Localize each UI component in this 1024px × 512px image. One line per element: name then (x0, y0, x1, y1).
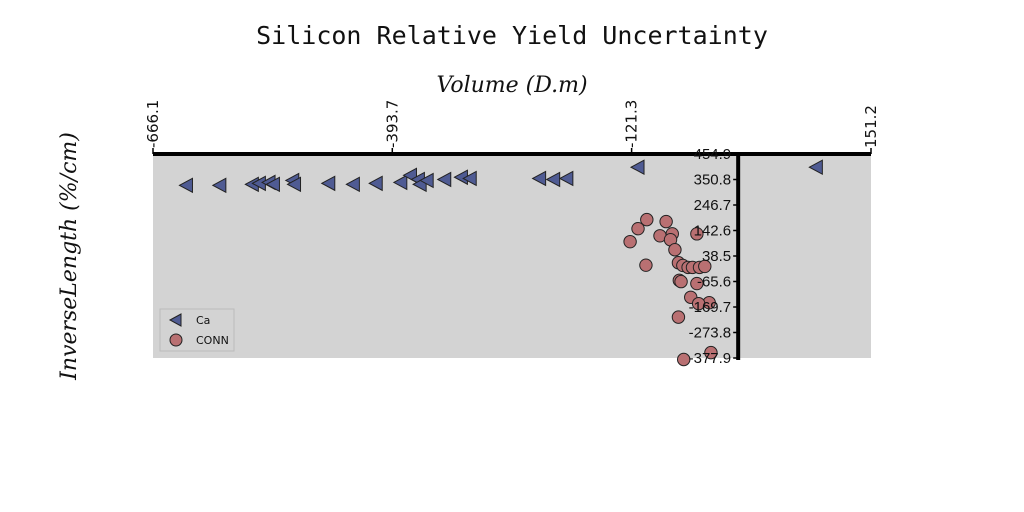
y-tick-label: 246.7 (694, 197, 732, 214)
x-tick-label: -666.1 (144, 100, 162, 148)
ca-point (345, 176, 360, 193)
y-tick-label: -273.8 (689, 325, 732, 342)
legend: Ca CONN (159, 308, 235, 352)
legend-label: Ca (196, 314, 210, 327)
y-tick-label: 38.5 (702, 248, 731, 265)
ca-point (286, 176, 302, 193)
x-tick-label: -121.3 (623, 100, 641, 148)
ca-point (320, 175, 336, 192)
ca-point (392, 174, 408, 191)
legend-conn-marker (169, 333, 183, 347)
ca-point (808, 159, 823, 176)
ca-point (265, 176, 280, 193)
ca-point (436, 171, 452, 188)
x-axis-label: Volume (D.m) (436, 73, 587, 98)
ca-point (368, 175, 383, 192)
conn-point (623, 234, 637, 249)
y-tick-label: -65.6 (697, 274, 731, 291)
legend-ca-marker (168, 313, 182, 327)
legend-label: CONN (196, 334, 229, 347)
chart-title: Silicon Relative Yield Uncertainty (256, 21, 768, 50)
x-tick-label: 151.2 (862, 105, 880, 148)
ca-point (211, 177, 227, 194)
axes: -666.1 -393.7 -121.3 151.2 454.9 350.8 246.7 14… (144, 100, 880, 367)
conn-point (668, 243, 682, 257)
y-axis-label: InverseLength (%/cm) (57, 132, 82, 381)
y-tick-label: -169.7 (689, 299, 732, 316)
ca-point (531, 170, 547, 187)
ca-point (462, 170, 477, 187)
conn-point (698, 259, 712, 274)
ca-point (178, 177, 193, 194)
conn-point (639, 258, 653, 272)
y-tick-label: -377.9 (689, 350, 732, 367)
ca-point (629, 159, 645, 176)
conn-point (631, 221, 645, 236)
ca-point (419, 172, 434, 189)
y-tick-label: 350.8 (694, 172, 732, 189)
data-marks (178, 159, 823, 367)
y-tick-label: 142.6 (694, 223, 732, 240)
conn-point (704, 345, 718, 360)
ca-point (558, 170, 574, 187)
conn-point (640, 212, 654, 227)
conn-point (674, 274, 688, 289)
y-tick-label: 454.9 (694, 146, 732, 163)
conn-point (671, 310, 686, 324)
conn-point (691, 296, 706, 311)
conn-point (659, 214, 673, 229)
conn-point (677, 352, 691, 367)
x-tick-label: -393.7 (383, 100, 401, 148)
ca-point (545, 171, 561, 188)
conn-point (690, 276, 704, 291)
conn-point (690, 227, 704, 241)
